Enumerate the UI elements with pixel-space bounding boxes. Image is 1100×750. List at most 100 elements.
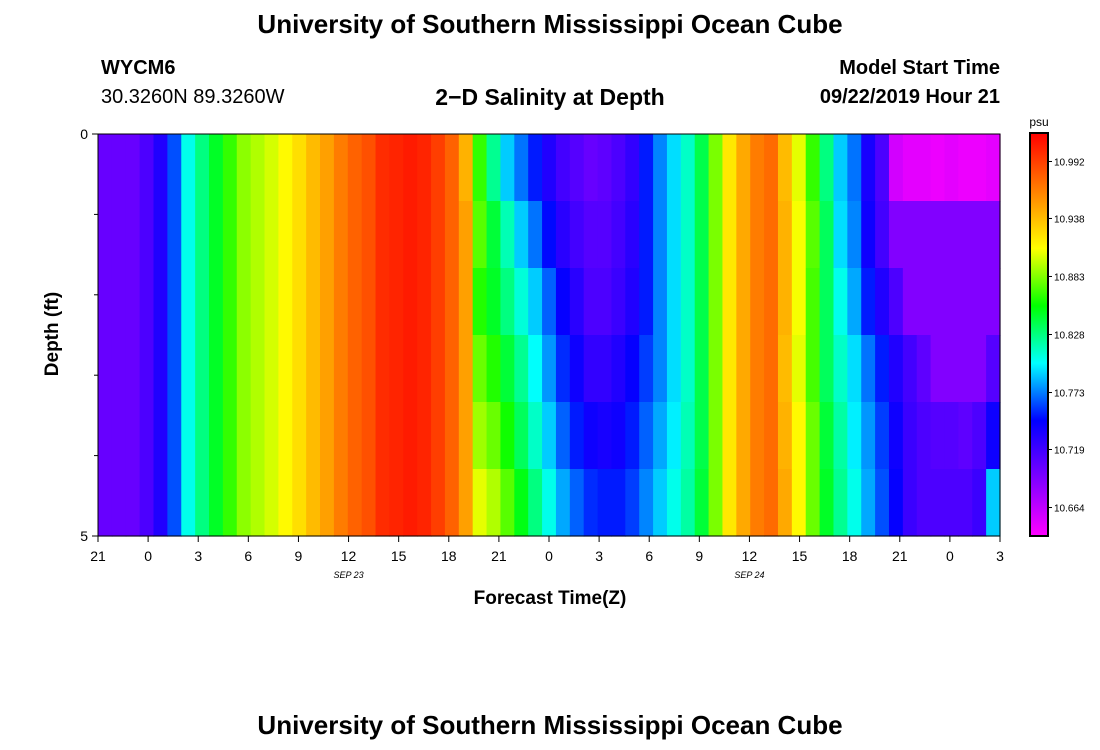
heatmap-cell	[195, 268, 210, 336]
heatmap-cell	[819, 402, 835, 470]
heatmap-cell	[98, 402, 113, 470]
heatmap-cell	[195, 201, 210, 269]
heatmap-cell	[611, 201, 626, 269]
heatmap-cell	[555, 134, 571, 202]
heatmap-cell	[195, 134, 210, 202]
heatmap-cell	[320, 201, 335, 269]
heatmap-cell	[639, 335, 654, 403]
heatmap-cell	[861, 335, 876, 403]
heatmap-cell	[347, 201, 363, 269]
heatmap-cell	[292, 469, 307, 537]
heatmap-cell	[972, 134, 987, 202]
heatmap-cell	[236, 469, 252, 537]
heatmap-cell	[597, 134, 613, 202]
heatmap-cells	[98, 134, 1001, 537]
heatmap-cell	[472, 134, 488, 202]
heatmap-cell	[611, 469, 626, 537]
heatmap-cell	[209, 335, 224, 403]
heatmap-cell	[250, 469, 266, 537]
heatmap-cell	[403, 134, 418, 202]
heatmap-cell	[625, 402, 640, 470]
heatmap-cell	[944, 469, 959, 537]
heatmap-cell	[153, 134, 168, 202]
heatmap-cell	[486, 268, 502, 336]
heatmap-cell	[916, 134, 932, 202]
heatmap-cell	[167, 402, 182, 470]
heatmap-cell	[680, 469, 696, 537]
heatmap-cell	[403, 402, 418, 470]
heatmap-cell	[694, 268, 710, 336]
heatmap-cell	[930, 201, 946, 269]
heatmap-cell	[347, 402, 363, 470]
y-tick-label: 0	[80, 126, 88, 142]
heatmap-cell	[292, 335, 307, 403]
heatmap-cell	[680, 268, 696, 336]
heatmap-cell	[320, 134, 335, 202]
heatmap-cell	[708, 469, 724, 537]
heatmap-cell	[125, 134, 141, 202]
heatmap-cell	[861, 134, 876, 202]
heatmap-cell	[555, 268, 571, 336]
heatmap-cell	[847, 134, 862, 202]
x-tick-label: 12	[742, 548, 758, 564]
heatmap-cell	[597, 469, 613, 537]
heatmap-cell	[125, 335, 141, 403]
heatmap-cell	[361, 201, 377, 269]
heatmap-cell	[444, 469, 460, 537]
heatmap-cell	[167, 268, 182, 336]
heatmap-cell	[861, 201, 876, 269]
heatmap-cell	[791, 134, 807, 202]
heatmap-cell	[958, 335, 973, 403]
heatmap-cell	[750, 201, 765, 269]
heatmap-cell	[403, 335, 418, 403]
heatmap-cell	[750, 268, 765, 336]
plot-title: 2−D Salinity at Depth	[435, 84, 665, 110]
heatmap-cell	[666, 335, 682, 403]
heatmap-cell	[250, 134, 266, 202]
heatmap-cell	[555, 469, 571, 537]
x-tick-label: 6	[244, 548, 252, 564]
heatmap-cell	[500, 335, 515, 403]
heatmap-cell	[333, 134, 349, 202]
heatmap-cell	[264, 201, 279, 269]
heatmap-cell	[847, 335, 862, 403]
heatmap-cell	[514, 402, 529, 470]
heatmap-cell	[417, 335, 432, 403]
heatmap-cell	[569, 201, 585, 269]
heatmap-cell	[722, 134, 737, 202]
heatmap-cell	[583, 134, 599, 202]
heatmap-cell	[389, 335, 404, 403]
heatmap-cell	[444, 335, 460, 403]
heatmap-cell	[292, 268, 307, 336]
heatmap-cell	[653, 134, 668, 202]
heatmap-cell	[389, 268, 404, 336]
heatmap-cell	[458, 134, 474, 202]
heatmap-cell	[236, 402, 252, 470]
heatmap-cell	[347, 335, 363, 403]
heatmap-cell	[264, 268, 279, 336]
heatmap-cell	[347, 469, 363, 537]
heatmap-cell	[639, 469, 654, 537]
heatmap-cell	[542, 469, 557, 537]
heatmap-cell	[222, 134, 238, 202]
heatmap-cell	[972, 335, 987, 403]
station-coordinates: 30.3260N 89.3260W	[101, 86, 285, 108]
heatmap-cell	[875, 268, 890, 336]
heatmap-cell	[222, 201, 238, 269]
heatmap-cell	[597, 335, 613, 403]
heatmap-cell	[764, 201, 779, 269]
heatmap-cell	[583, 201, 599, 269]
heatmap-cell	[750, 402, 765, 470]
heatmap-cell	[458, 402, 474, 470]
heatmap-cell	[209, 201, 224, 269]
heatmap-cell	[666, 201, 682, 269]
heatmap-cell	[514, 201, 529, 269]
heatmap-cell	[98, 469, 113, 537]
heatmap-cell	[389, 402, 404, 470]
heatmap-cell	[486, 469, 502, 537]
heatmap-cell	[611, 134, 626, 202]
x-tick-label: 21	[491, 548, 507, 564]
heatmap-cell	[222, 402, 238, 470]
heatmap-cell	[597, 268, 613, 336]
heatmap-cell	[875, 335, 890, 403]
